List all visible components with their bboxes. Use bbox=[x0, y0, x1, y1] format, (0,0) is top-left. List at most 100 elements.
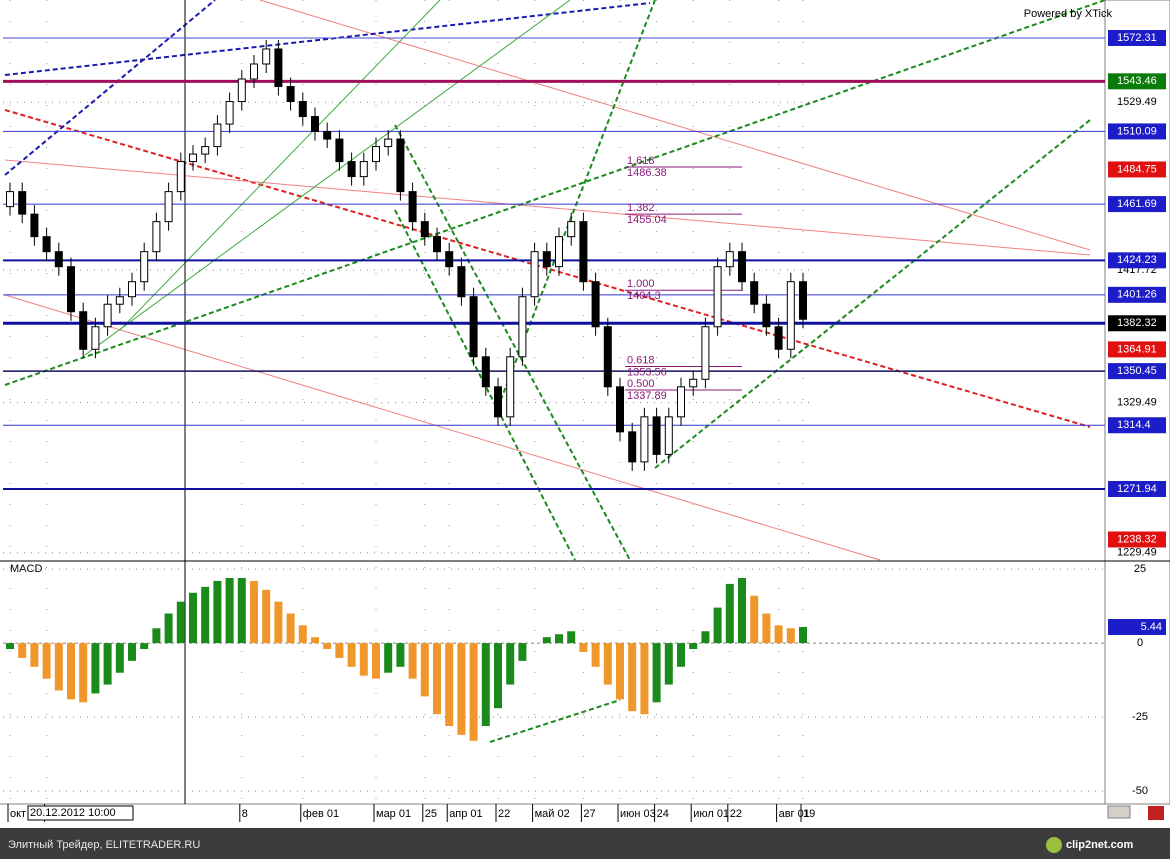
macd-bar bbox=[579, 643, 588, 652]
candle-body bbox=[628, 431, 637, 463]
macd-bar bbox=[42, 643, 51, 679]
candle-body bbox=[42, 236, 51, 253]
macd-bar bbox=[603, 643, 612, 685]
macd-bar bbox=[30, 643, 39, 667]
macd-bar bbox=[115, 643, 124, 673]
candle-body bbox=[652, 416, 661, 455]
cursor-label: 20.12.2012 10:00 bbox=[30, 807, 116, 819]
macd-bar bbox=[176, 601, 185, 644]
toolbar-button[interactable] bbox=[1148, 806, 1164, 820]
x-tick-label: 24 bbox=[657, 808, 669, 820]
x-tick-label: 8 bbox=[242, 808, 248, 820]
fib-ratio: 0.500 bbox=[627, 378, 655, 390]
candle-body bbox=[433, 236, 441, 253]
level-label: 1484.75 bbox=[1117, 163, 1157, 175]
fib-price: 1455.04 bbox=[627, 214, 667, 226]
last-value-label: 5.44 bbox=[1141, 621, 1162, 633]
level-box bbox=[1108, 480, 1166, 497]
macd-bar bbox=[445, 643, 454, 726]
macd-bar bbox=[677, 643, 685, 667]
macd-bar bbox=[725, 583, 734, 644]
level-label: 1461.69 bbox=[1117, 198, 1157, 210]
level-label: 1572.31 bbox=[1117, 32, 1157, 44]
macd-bar bbox=[359, 643, 368, 676]
macd-bar bbox=[689, 643, 698, 650]
powered-by: Powered by XTick bbox=[1024, 8, 1113, 20]
candle-body bbox=[774, 326, 783, 350]
macd-bar bbox=[262, 589, 271, 644]
toolbar-button[interactable] bbox=[1107, 805, 1131, 819]
candle-body bbox=[518, 296, 527, 358]
candle-body bbox=[713, 266, 722, 328]
macd-bar bbox=[640, 643, 649, 715]
trendline bbox=[259, 0, 1091, 251]
trendline bbox=[84, 0, 571, 356]
fib-price: 1486.38 bbox=[627, 167, 667, 179]
candle-body bbox=[396, 138, 405, 193]
macd-bar bbox=[469, 643, 478, 741]
macd-bar bbox=[616, 643, 624, 700]
trendline bbox=[654, 119, 1091, 469]
level-label: 1510.09 bbox=[1117, 125, 1157, 137]
macd-bar bbox=[225, 577, 234, 644]
x-tick-label: мар 01 bbox=[376, 808, 411, 820]
macd-bar bbox=[664, 643, 673, 685]
x-tick-label: 19 bbox=[803, 808, 815, 820]
macd-bar bbox=[67, 643, 75, 700]
macd-bar bbox=[213, 580, 222, 644]
macd-bar bbox=[18, 643, 27, 658]
fib-ratio: 0.618 bbox=[627, 354, 655, 366]
candle-body bbox=[176, 161, 185, 193]
candle-body bbox=[469, 296, 478, 358]
candle-body bbox=[189, 153, 197, 163]
background bbox=[0, 0, 1170, 828]
fib-ratio: 1.000 bbox=[627, 278, 655, 290]
candle-body bbox=[750, 281, 759, 305]
macd-bar bbox=[372, 643, 380, 679]
macd-bar bbox=[286, 613, 295, 644]
candle-body bbox=[506, 356, 515, 418]
macd-bar bbox=[335, 643, 344, 658]
x-tick-label: апр 01 bbox=[449, 808, 482, 820]
y-tick-label: 0 bbox=[1137, 637, 1143, 649]
x-tick-label: 22 bbox=[498, 808, 510, 820]
footer-bar bbox=[0, 828, 1170, 859]
fib-ratio: 1.382 bbox=[627, 202, 655, 214]
candle-body bbox=[799, 281, 807, 320]
macd-bar bbox=[237, 577, 246, 644]
macd-bar bbox=[274, 601, 283, 644]
macd-bar bbox=[506, 643, 515, 685]
macd-bar bbox=[311, 637, 319, 644]
candle-body bbox=[54, 251, 63, 268]
trendline bbox=[4, 294, 881, 561]
level-label: 1543.46 bbox=[1117, 75, 1157, 87]
y-tick-label: -50 bbox=[1132, 785, 1148, 797]
candle-body bbox=[262, 48, 271, 65]
macd-bar bbox=[201, 586, 210, 644]
macd-bar bbox=[433, 643, 441, 715]
candle-body bbox=[689, 378, 698, 388]
candle-body bbox=[79, 311, 88, 350]
x-tick-label: июн 03 bbox=[620, 808, 656, 820]
trendline bbox=[4, 2, 651, 76]
candle-body bbox=[359, 161, 368, 178]
footer-left: Элитный Трейдер, ELITETRADER.RU bbox=[8, 839, 200, 851]
candle-body bbox=[762, 303, 771, 328]
macd-bar bbox=[79, 643, 88, 703]
macd-bar bbox=[250, 580, 258, 644]
macd-bar bbox=[567, 631, 576, 644]
macd-bar bbox=[628, 643, 637, 712]
candle-body bbox=[372, 146, 380, 163]
macd-bar bbox=[652, 643, 661, 703]
candle-body bbox=[494, 386, 502, 418]
candle-body bbox=[457, 266, 466, 298]
level-box bbox=[1108, 252, 1166, 269]
macd-bar bbox=[408, 643, 417, 679]
candle-body bbox=[591, 281, 600, 328]
macd-bar bbox=[164, 613, 173, 644]
fib-price: 1337.89 bbox=[627, 390, 667, 402]
level-box bbox=[1108, 30, 1166, 47]
macd-bar bbox=[542, 637, 551, 644]
footer-right: clip2net.com bbox=[1066, 839, 1133, 851]
